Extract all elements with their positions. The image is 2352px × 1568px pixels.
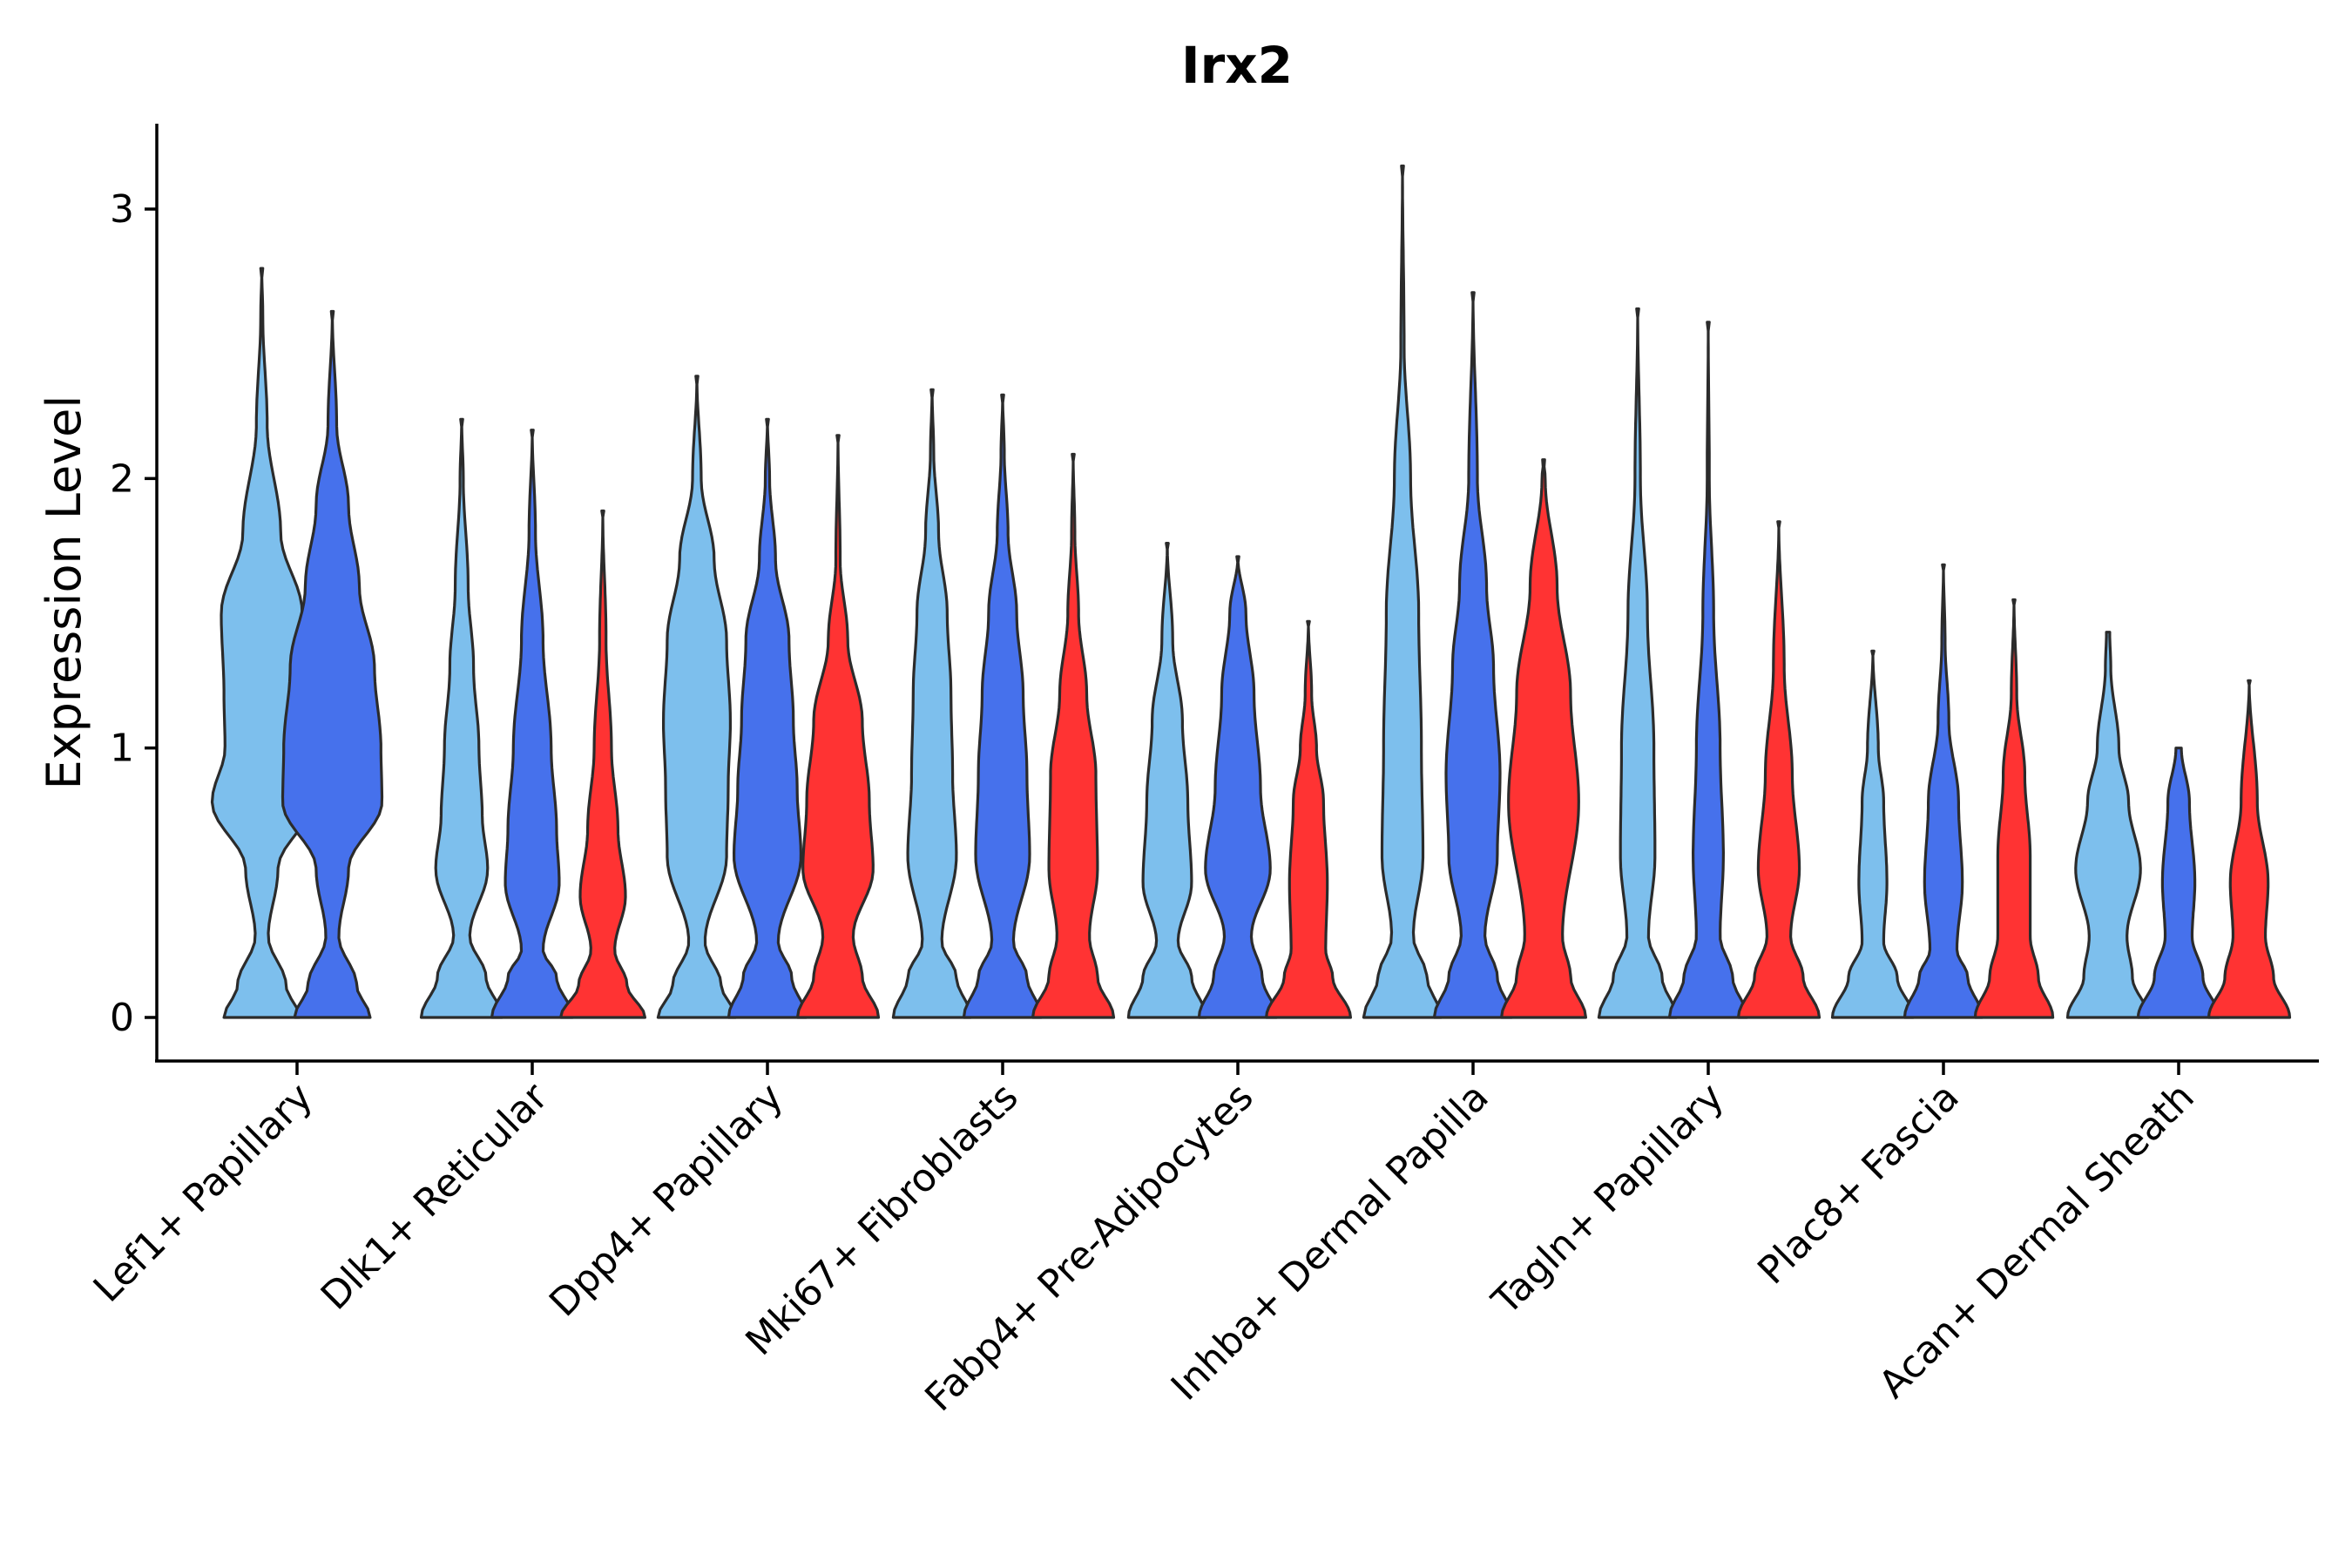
y-tick-label-1: 1 [110, 727, 134, 771]
violin-7-2 [1667, 321, 1749, 1019]
violin-layer [210, 164, 2292, 1019]
violin-9-2 [2136, 747, 2221, 1019]
violin-3-3 [795, 434, 881, 1019]
violin-5-3 [1265, 619, 1352, 1019]
x-tick-label-2: Dlk1+ Reticular [313, 1074, 558, 1319]
violin-5-1 [1126, 542, 1208, 1019]
violin-2-3 [559, 509, 646, 1019]
y-tick-label-3: 3 [110, 187, 134, 232]
chart-title: Irx2 [1181, 36, 1293, 95]
x-tick-label-8: Plac8+ Fascia [1749, 1075, 1968, 1294]
violin-4-2 [962, 393, 1044, 1019]
violin-5-2 [1197, 555, 1279, 1019]
violin-2-1 [419, 417, 504, 1019]
x-tick-label-7: Tagln+ Papillary [1484, 1075, 1733, 1324]
y-tick-label-2: 2 [110, 456, 134, 501]
violin-8-3 [1973, 598, 2055, 1019]
violin-8-2 [1903, 563, 1984, 1019]
violin-6-1 [1362, 164, 1443, 1019]
violin-6-2 [1432, 291, 1514, 1019]
violin-1-2 [280, 309, 384, 1019]
y-axis-label: Expression Level [37, 395, 91, 790]
violin-8-1 [1830, 649, 1916, 1019]
y-tick-label-0: 0 [110, 996, 134, 1040]
x-tick-label-3: Dpp4+ Papillary [541, 1075, 792, 1326]
violin-7-1 [1597, 307, 1679, 1019]
violin-4-1 [891, 388, 973, 1019]
y-axis: 0 1 2 3 [110, 124, 159, 1061]
violin-3-1 [656, 375, 738, 1019]
violin-3-2 [727, 417, 808, 1019]
violin-9-3 [2207, 679, 2292, 1019]
violin-6-3 [1500, 458, 1587, 1019]
violin-2-2 [490, 429, 575, 1019]
violin-7-3 [1736, 520, 1821, 1019]
x-tick-label-1: Lef1+ Papillary [85, 1075, 321, 1311]
violin-4-3 [1031, 452, 1116, 1019]
violin-9-1 [2065, 631, 2151, 1019]
